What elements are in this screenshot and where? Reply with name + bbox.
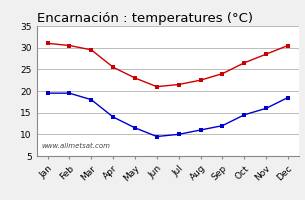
Text: www.allmetsat.com: www.allmetsat.com bbox=[42, 144, 111, 150]
Text: Encarnación : temperatures (°C): Encarnación : temperatures (°C) bbox=[37, 12, 253, 25]
